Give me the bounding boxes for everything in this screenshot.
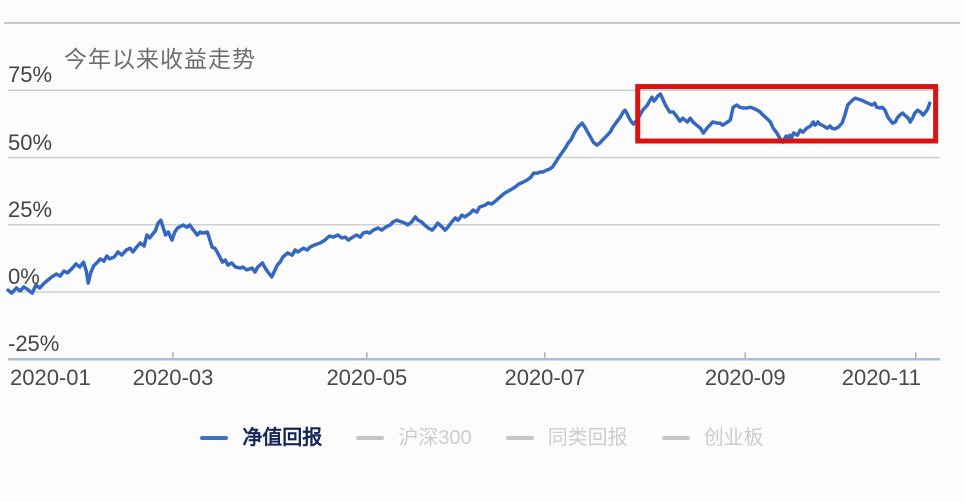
x-axis-label-2020-09: 2020-09 bbox=[704, 365, 786, 390]
highlight-annotation-box bbox=[635, 84, 939, 144]
x-axis-label-2020-07: 2020-07 bbox=[504, 365, 586, 390]
top-divider bbox=[4, 22, 960, 24]
legend-line-icon bbox=[200, 436, 229, 440]
y-axis-label--25%: -25% bbox=[8, 331, 60, 357]
x-axis-label-2020-03: 2020-03 bbox=[132, 365, 214, 390]
legend-line-icon bbox=[505, 436, 534, 440]
x-axis-label-2020-01: 2020-01 bbox=[10, 365, 91, 390]
chart-title: 今年以来收益走势 bbox=[64, 46, 256, 72]
legend-label: 同类回报 bbox=[547, 427, 628, 449]
legend-item-chinext[interactable]: 创业板 bbox=[661, 424, 764, 452]
legend-label: 净值回报 bbox=[242, 427, 323, 449]
y-axis-label-75%: 75% bbox=[8, 62, 53, 88]
legend-item-csi-300[interactable]: 沪深300 bbox=[356, 424, 472, 452]
y-axis-label-25%: 25% bbox=[8, 196, 53, 222]
legend-line-icon bbox=[661, 436, 690, 440]
legend-item-net-value-return[interactable]: 净值回报 bbox=[200, 424, 322, 452]
legend-label: 创业板 bbox=[703, 427, 764, 449]
y-axis-label-50%: 50% bbox=[8, 129, 53, 155]
x-axis-label-2020-11: 2020-11 bbox=[841, 365, 921, 390]
chart-legend: 净值回报 沪深300 同类回报 创业板 bbox=[0, 424, 964, 452]
legend-line-icon bbox=[356, 436, 385, 440]
x-axis-label-2020-05: 2020-05 bbox=[326, 365, 408, 390]
legend-label: 沪深300 bbox=[398, 427, 472, 449]
series-line-net-value-return bbox=[6, 92, 932, 295]
legend-item-peer-return[interactable]: 同类回报 bbox=[505, 424, 628, 452]
y-axis-label-0%: 0% bbox=[8, 264, 40, 289]
